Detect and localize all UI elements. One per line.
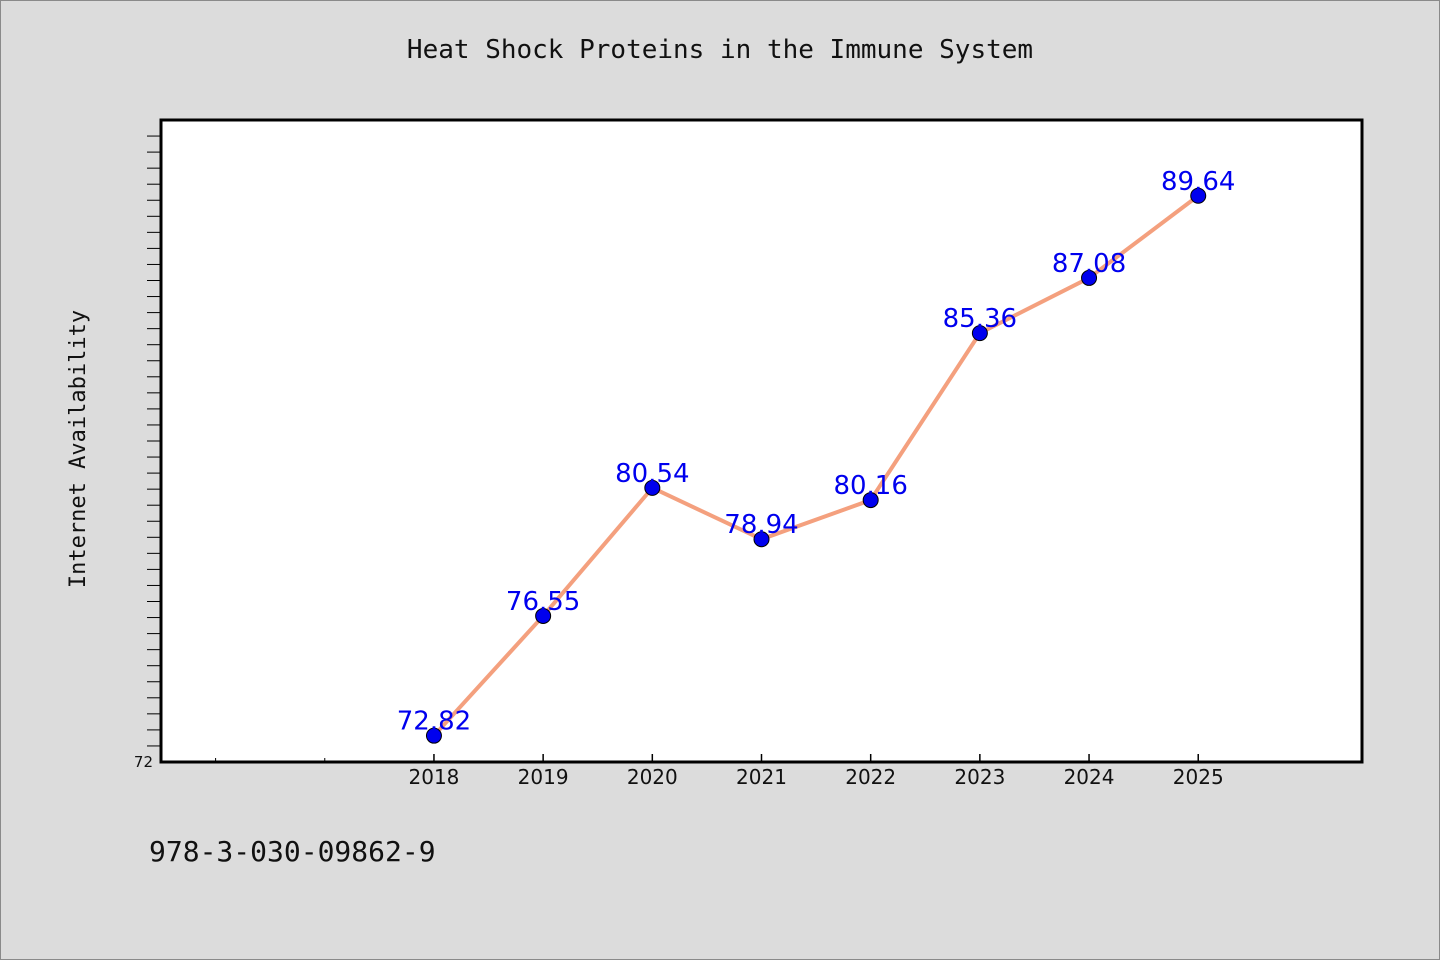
x-tick-label: 2020 (627, 765, 678, 789)
x-tick-label: 2024 (1064, 765, 1115, 789)
data-labels: 72.82 76.55 80.54 78.94 80.16 85.36 87.08 89.64 (397, 167, 1236, 737)
x-tick-label: 2025 (1173, 765, 1224, 789)
chart-title: Heat Shock Proteins in the Immune System (406, 35, 1034, 65)
isbn-text: 978-3-030-09862-9 (149, 835, 436, 868)
y-tick-label: 72 (134, 753, 153, 771)
axis-ticks: 72 2018 2019 2020 2021 2022 2023 2024 2025 (134, 135, 1224, 789)
data-point (753, 531, 770, 548)
x-tick-label: 2021 (736, 765, 787, 789)
data-label: 85.36 (943, 304, 1017, 334)
x-tick-label: 2019 (518, 765, 569, 789)
plot-area (159, 118, 1364, 764)
data-point (644, 479, 661, 496)
data-point (1190, 187, 1207, 204)
x-tick-label: 2018 (409, 765, 460, 789)
series-line (431, 193, 1201, 738)
data-label: 80.16 (833, 471, 907, 501)
data-label: 78.94 (724, 510, 798, 540)
data-label: 76.55 (506, 587, 580, 617)
data-point (862, 492, 879, 509)
data-point (535, 607, 552, 624)
data-point (425, 727, 442, 744)
data-label: 89.64 (1161, 167, 1235, 197)
data-label: 87.08 (1052, 249, 1126, 279)
series-line-layer (431, 193, 1201, 738)
x-tick-label: 2023 (954, 765, 1005, 789)
data-points (425, 187, 1207, 744)
data-point (1081, 269, 1098, 286)
data-point (971, 325, 988, 342)
data-label: 80.54 (615, 459, 689, 489)
y-axis-label: Internet Availability (66, 310, 91, 588)
data-label: 72.82 (397, 707, 471, 737)
x-tick-label: 2022 (845, 765, 896, 789)
